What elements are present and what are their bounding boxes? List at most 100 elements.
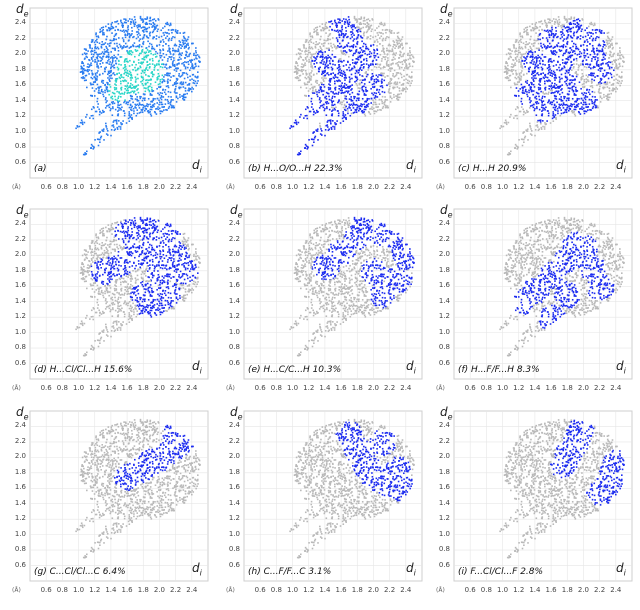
data-point bbox=[528, 98, 531, 101]
data-point bbox=[516, 53, 519, 56]
data-point bbox=[333, 56, 336, 58]
data-point bbox=[104, 50, 107, 53]
data-point bbox=[526, 72, 528, 75]
data-point bbox=[355, 103, 358, 106]
data-point bbox=[317, 70, 320, 73]
data-point bbox=[308, 45, 311, 48]
data-point bbox=[305, 60, 308, 62]
data-point bbox=[373, 78, 376, 81]
data-point bbox=[127, 233, 129, 236]
data-point bbox=[311, 70, 313, 72]
data-point bbox=[175, 85, 177, 88]
data-point bbox=[308, 139, 310, 141]
data-point bbox=[82, 71, 85, 74]
data-point bbox=[565, 30, 568, 32]
data-point bbox=[600, 67, 602, 69]
data-point bbox=[332, 109, 334, 111]
data-point bbox=[565, 38, 568, 40]
data-point bbox=[312, 92, 314, 94]
data-point bbox=[182, 233, 185, 235]
data-point bbox=[109, 109, 112, 112]
data-point bbox=[558, 98, 561, 100]
data-point bbox=[388, 29, 391, 31]
data-point bbox=[610, 84, 613, 86]
data-point bbox=[138, 40, 141, 42]
data-point bbox=[174, 67, 177, 70]
data-point bbox=[294, 119, 297, 122]
data-point bbox=[398, 90, 401, 92]
data-point bbox=[341, 26, 343, 29]
data-point bbox=[95, 311, 98, 314]
data-point bbox=[599, 96, 602, 99]
data-point bbox=[112, 72, 114, 75]
data-point bbox=[338, 34, 341, 37]
data-point bbox=[530, 73, 533, 76]
data-point bbox=[342, 99, 345, 102]
data-point bbox=[131, 30, 134, 32]
data-point bbox=[139, 17, 142, 20]
data-point bbox=[553, 76, 556, 79]
data-point bbox=[131, 299, 134, 301]
data-point bbox=[179, 86, 182, 89]
data-point bbox=[143, 56, 146, 59]
data-point bbox=[364, 86, 367, 89]
data-point bbox=[519, 39, 521, 42]
data-point bbox=[348, 106, 351, 109]
data-point bbox=[401, 42, 403, 45]
data-point bbox=[309, 32, 311, 34]
data-point bbox=[81, 66, 83, 69]
data-point bbox=[183, 37, 186, 39]
data-point bbox=[402, 69, 405, 72]
data-point bbox=[387, 69, 390, 71]
y-tick-label: 0.8 bbox=[14, 142, 26, 151]
data-point bbox=[352, 32, 354, 35]
data-point bbox=[145, 79, 147, 82]
data-point bbox=[567, 69, 570, 71]
data-point bbox=[328, 79, 331, 82]
data-point bbox=[339, 122, 342, 124]
data-point bbox=[580, 63, 582, 65]
data-point bbox=[529, 126, 532, 128]
data-point bbox=[123, 72, 125, 75]
data-point bbox=[542, 104, 545, 107]
data-point bbox=[405, 65, 408, 67]
data-point bbox=[350, 98, 353, 101]
data-point bbox=[563, 65, 566, 68]
data-point bbox=[159, 112, 162, 115]
data-point bbox=[586, 52, 589, 55]
data-point bbox=[301, 66, 304, 69]
data-point bbox=[356, 61, 359, 63]
data-point bbox=[535, 47, 538, 50]
data-point bbox=[354, 75, 357, 78]
data-point bbox=[155, 38, 158, 40]
data-point bbox=[335, 76, 337, 78]
data-point bbox=[174, 290, 176, 292]
data-point bbox=[514, 56, 517, 59]
data-point bbox=[166, 281, 169, 283]
data-point bbox=[592, 65, 595, 68]
data-point bbox=[141, 99, 144, 102]
data-point bbox=[315, 79, 317, 82]
data-point bbox=[105, 25, 107, 28]
data-point bbox=[362, 26, 365, 29]
data-point bbox=[358, 83, 361, 86]
data-point bbox=[85, 280, 87, 283]
data-point bbox=[322, 78, 325, 81]
data-point bbox=[552, 51, 555, 53]
data-point bbox=[354, 62, 356, 64]
data-point bbox=[399, 46, 401, 48]
data-point bbox=[346, 101, 348, 104]
data-point bbox=[589, 85, 592, 88]
data-point bbox=[326, 65, 328, 68]
data-point bbox=[156, 44, 158, 47]
data-point bbox=[573, 94, 576, 96]
data-point bbox=[83, 52, 86, 54]
data-point bbox=[591, 86, 594, 89]
data-point bbox=[571, 97, 574, 100]
data-point bbox=[86, 70, 88, 72]
data-point bbox=[324, 25, 327, 27]
data-point bbox=[137, 31, 139, 33]
data-point bbox=[344, 79, 346, 81]
data-point bbox=[143, 99, 146, 101]
data-point bbox=[526, 26, 529, 29]
